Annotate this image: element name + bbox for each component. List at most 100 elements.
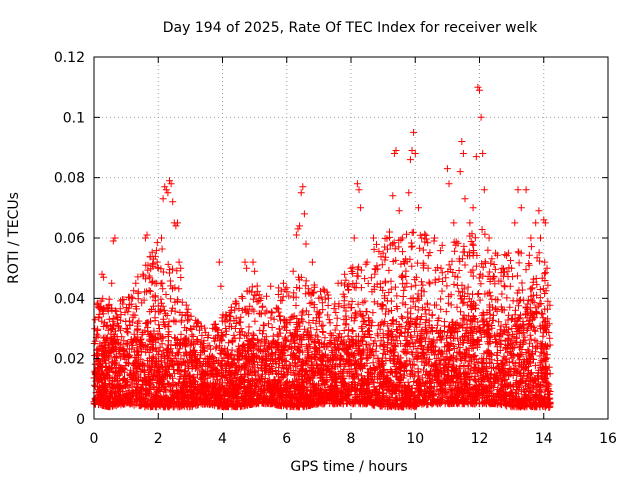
data-point (515, 383, 523, 391)
data-point (158, 279, 166, 287)
data-point (257, 310, 265, 318)
data-point (418, 292, 425, 300)
data-point (301, 325, 309, 333)
data-point (503, 294, 511, 302)
data-point (270, 315, 278, 323)
data-point (491, 265, 499, 273)
data-point (397, 313, 405, 321)
data-point (458, 357, 466, 365)
data-point (281, 357, 289, 365)
data-point (448, 257, 456, 265)
data-point (393, 292, 401, 300)
data-point (461, 261, 469, 269)
data-point (535, 249, 543, 257)
data-point (321, 295, 329, 303)
data-point (112, 307, 120, 315)
data-point (304, 285, 312, 293)
data-point (459, 323, 467, 331)
data-point (91, 382, 99, 390)
data-point (210, 335, 218, 342)
data-point (167, 282, 175, 290)
data-point (434, 264, 442, 272)
data-point (414, 259, 422, 267)
data-point (91, 316, 99, 324)
data-point (544, 281, 552, 289)
data-point (488, 255, 496, 263)
data-point (313, 326, 321, 334)
data-point (431, 347, 439, 355)
data-point (486, 268, 494, 276)
data-point (529, 297, 536, 305)
data-point (527, 243, 535, 251)
data-point (376, 325, 384, 333)
data-point (404, 378, 412, 386)
data-point (536, 294, 544, 302)
data-point (491, 280, 499, 288)
data-point (433, 354, 441, 362)
data-point (467, 238, 475, 245)
data-point (526, 331, 534, 339)
data-point (389, 317, 396, 324)
data-point (422, 310, 430, 318)
data-point (399, 248, 406, 256)
data-point (123, 359, 131, 367)
data-point (487, 332, 495, 340)
data-point (496, 340, 504, 348)
data-point (391, 245, 399, 253)
data-point (303, 332, 311, 339)
data-point (411, 319, 419, 327)
data-point (252, 292, 260, 299)
data-point (515, 286, 523, 294)
data-point (311, 283, 319, 291)
data-point (124, 308, 132, 316)
data-point (225, 339, 233, 347)
data-point (159, 285, 167, 293)
data-point (193, 319, 201, 327)
data-point (171, 370, 179, 378)
data-point (239, 294, 246, 302)
data-points (90, 83, 554, 411)
data-point (395, 243, 403, 251)
data-point (305, 319, 313, 327)
data-point (428, 311, 436, 319)
data-point (463, 324, 471, 332)
data-point (130, 330, 138, 338)
data-point (541, 270, 549, 278)
data-point (268, 309, 276, 317)
data-point (364, 280, 372, 287)
data-point (438, 241, 446, 249)
data-point (478, 226, 486, 233)
data-point (273, 331, 281, 339)
data-point (226, 309, 234, 317)
data-point (370, 352, 378, 360)
data-point (276, 329, 284, 337)
data-point (247, 378, 254, 386)
data-point (460, 311, 468, 319)
data-point (249, 330, 257, 338)
data-point (108, 377, 116, 385)
data-point (465, 312, 473, 320)
data-point (132, 303, 140, 310)
data-point (541, 258, 549, 266)
data-point (497, 322, 505, 330)
data-point (421, 238, 429, 246)
data-point (504, 316, 512, 324)
data-point (481, 230, 489, 238)
data-point (381, 234, 389, 242)
data-point (324, 302, 332, 309)
data-point (493, 306, 501, 313)
data-point (450, 280, 458, 288)
data-point (391, 341, 399, 349)
data-point (531, 326, 539, 334)
data-point (384, 245, 391, 253)
data-point (373, 240, 380, 248)
data-point (381, 292, 388, 300)
data-point (524, 346, 532, 354)
data-point (424, 252, 432, 260)
data-point (420, 366, 427, 374)
data-point (531, 336, 539, 344)
data-point (369, 359, 377, 367)
data-point (522, 266, 530, 274)
data-point (541, 269, 549, 277)
data-point (385, 266, 393, 274)
